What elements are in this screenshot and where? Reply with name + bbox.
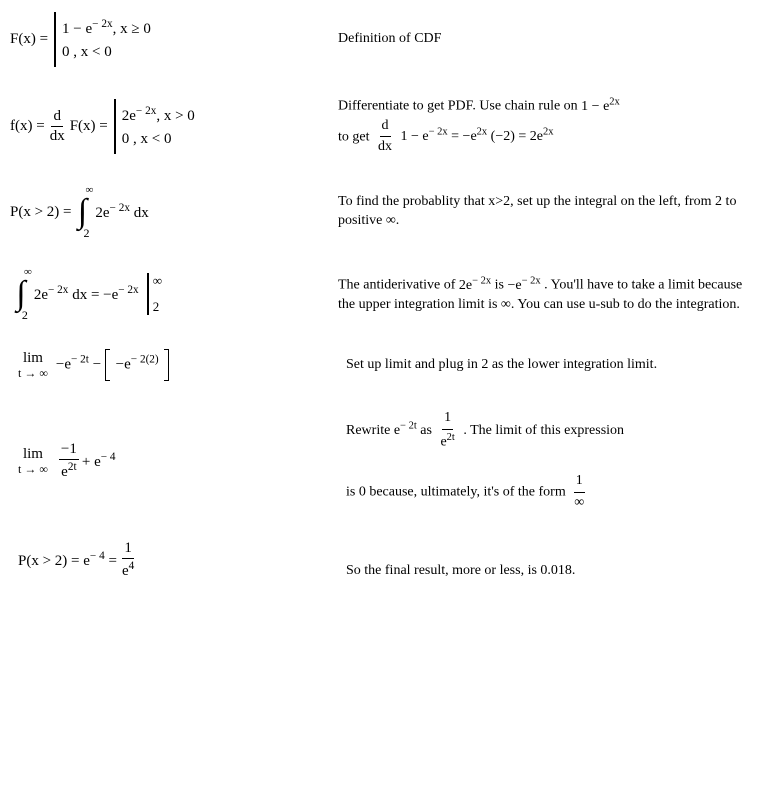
limit-symbol: lim t → ∞ — [18, 446, 48, 476]
fraction: 1 e2t — [438, 409, 456, 452]
step-limit-setup: lim t → ∞ −e− 2t − −e− 2(2) Set up limit… — [10, 349, 758, 381]
step-probability-integral: P(x > 2) = ∞ ∫ 2 2e− 2x dx To find the p… — [10, 185, 758, 239]
math-expression: F(x) = 1 − e− 2x, x ≥ 0 0 , x < 0 — [10, 12, 330, 67]
fraction: 1 e4 — [120, 540, 136, 580]
step-cdf-definition: F(x) = 1 − e− 2x, x ≥ 0 0 , x < 0 Defini… — [10, 12, 758, 67]
explanation: The antiderivative of 2e− 2x is −e− 2x .… — [330, 274, 758, 314]
explanation: Rewrite e− 2t as 1 e2t . The limit of th… — [338, 409, 758, 512]
derivative-fraction: d dx — [48, 108, 67, 145]
derivative-fraction: d dx — [376, 117, 394, 158]
math-expression: f(x) = d dx F(x) = 2e− 2x, x > 0 0 , x <… — [10, 99, 330, 154]
explanation: Set up limit and plug in 2 as the lower … — [338, 356, 758, 375]
step-limit-rewrite: lim t → ∞ −1 e2t + e− 4 Rewrite e− 2t as… — [10, 409, 758, 512]
lhs: F(x) = — [10, 31, 48, 48]
fraction: 1 ∞ — [572, 472, 586, 513]
explanation: Definition of CDF — [330, 30, 758, 49]
step-final-result: P(x > 2) = e− 4 = 1 e4 So the final resu… — [10, 540, 758, 580]
math-expression: lim t → ∞ −e− 2t − −e− 2(2) — [10, 349, 338, 381]
piecewise-cases: 1 − e− 2x, x ≥ 0 0 , x < 0 — [54, 12, 151, 67]
math-expression: ∞ ∫ 2 2e− 2x dx = −e− 2x ∞ 2 — [10, 267, 330, 321]
explanation: Differentiate to get PDF. Use chain rule… — [330, 95, 758, 157]
explanation: To find the probablity that x>2, set up … — [330, 193, 758, 231]
piecewise-cases: 2e− 2x, x > 0 0 , x < 0 — [114, 99, 195, 154]
math-expression: lim t → ∞ −1 e2t + e− 4 — [10, 441, 338, 481]
explanation: So the final result, more or less, is 0.… — [338, 562, 758, 581]
evaluation-bar: ∞ 2 — [147, 273, 162, 315]
math-expression: P(x > 2) = ∞ ∫ 2 2e− 2x dx — [10, 185, 330, 239]
integral-symbol: ∞ ∫ 2 — [10, 267, 32, 321]
fraction: −1 e2t — [59, 441, 79, 481]
math-expression: P(x > 2) = e− 4 = 1 e4 — [10, 540, 338, 580]
step-pdf-derivation: f(x) = d dx F(x) = 2e− 2x, x > 0 0 , x <… — [10, 95, 758, 157]
left-bracket-icon — [105, 349, 110, 381]
limit-symbol: lim t → ∞ — [18, 350, 48, 380]
step-antiderivative: ∞ ∫ 2 2e− 2x dx = −e− 2x ∞ 2 The antider… — [10, 267, 758, 321]
integral-symbol: ∞ ∫ 2 — [72, 185, 94, 239]
right-bracket-icon — [164, 349, 169, 381]
